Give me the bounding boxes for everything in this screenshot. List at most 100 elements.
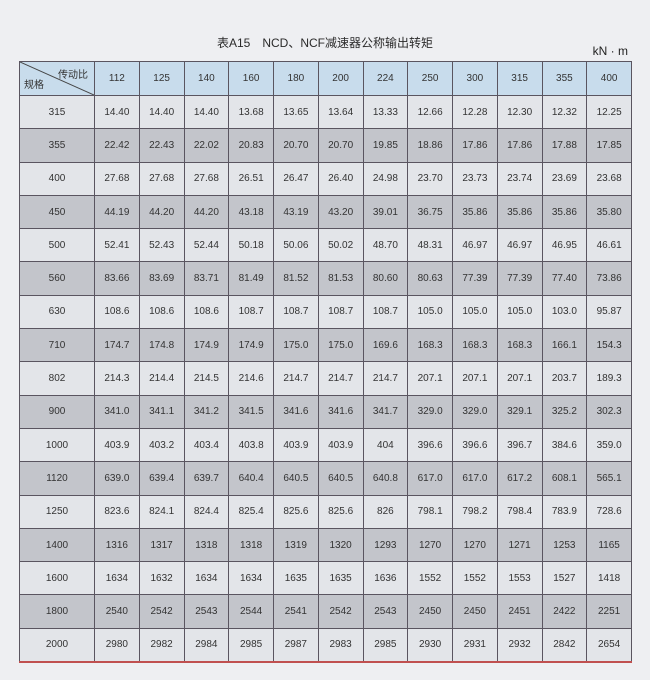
torque-cell: 20.70 — [273, 128, 319, 163]
column-header-ratio: 300 — [452, 61, 498, 96]
torque-cell: 13.68 — [228, 94, 274, 130]
torque-cell: 1271 — [496, 527, 543, 563]
torque-cell: 80.60 — [362, 261, 409, 296]
torque-cell: 27.68 — [183, 161, 230, 196]
table-row: 315 14.40 14.40 14.40 13.68 13.65 13.64 13.33 12… — [19, 94, 632, 130]
torque-cell: 13.64 — [317, 94, 364, 130]
torque-cell: 26.47 — [273, 161, 319, 196]
torque-cell: 20.83 — [228, 128, 274, 163]
unit-label: kN · m — [592, 44, 628, 58]
torque-cell: 22.02 — [183, 128, 230, 163]
table-row: 1120 639.0 639.4 639.7 640.4 640.5 640.5 640.8 6… — [19, 461, 632, 496]
row-header-size: 1250 — [19, 494, 95, 529]
torque-cell: 46.61 — [586, 228, 632, 263]
row-header-size: 710 — [19, 328, 95, 363]
torque-cell: 17.85 — [586, 128, 632, 163]
torque-cell: 35.86 — [452, 194, 498, 230]
torque-cell: 403.8 — [228, 427, 274, 463]
row-header-size: 1120 — [19, 461, 95, 496]
column-header-ratio: 200 — [317, 61, 364, 96]
torque-cell: 14.40 — [94, 94, 140, 130]
torque-cell: 341.5 — [228, 394, 274, 429]
torque-cell: 23.73 — [452, 161, 498, 196]
torque-cell: 26.40 — [317, 161, 364, 196]
torque-cell: 1553 — [496, 561, 543, 596]
torque-cell: 1270 — [452, 527, 498, 563]
torque-cell: 2451 — [496, 594, 543, 629]
row-header-size: 1400 — [19, 527, 95, 563]
torque-cell: 798.1 — [407, 494, 453, 529]
torque-cell: 825.6 — [273, 494, 319, 529]
diagonal-divider — [20, 62, 94, 95]
torque-cell: 617.2 — [496, 461, 543, 496]
torque-cell: 1320 — [317, 527, 364, 563]
torque-cell: 108.7 — [273, 294, 319, 330]
torque-cell: 2983 — [317, 627, 364, 663]
row-header-size: 802 — [19, 361, 95, 396]
torque-cell: 341.1 — [138, 394, 185, 429]
torque-cell: 214.5 — [183, 361, 230, 396]
torque-cell: 174.8 — [138, 328, 185, 363]
torque-cell: 396.6 — [452, 427, 498, 463]
torque-cell: 46.97 — [452, 228, 498, 263]
torque-cell: 12.30 — [496, 94, 543, 130]
torque-cell: 565.1 — [586, 461, 632, 496]
torque-cell: 403.9 — [94, 427, 140, 463]
column-header-ratio: 112 — [94, 61, 140, 96]
torque-cell: 639.7 — [183, 461, 230, 496]
torque-cell: 207.1 — [407, 361, 453, 396]
torque-cell: 35.86 — [496, 194, 543, 230]
column-header-ratio: 140 — [183, 61, 230, 96]
torque-cell: 2931 — [452, 627, 498, 663]
table-row: 802 214.3 214.4 214.5 214.6 214.7 214.7 214.7 20… — [19, 361, 632, 396]
torque-cell: 825.4 — [228, 494, 274, 529]
torque-cell: 108.7 — [362, 294, 409, 330]
torque-cell: 1293 — [362, 527, 409, 563]
row-header-size: 1800 — [19, 594, 95, 629]
torque-cell: 12.32 — [541, 94, 588, 130]
column-header-ratio: 355 — [541, 61, 588, 96]
row-header-size: 1000 — [19, 427, 95, 463]
torque-cell: 50.18 — [228, 228, 274, 263]
torque-cell: 341.0 — [94, 394, 140, 429]
column-header-ratio: 315 — [496, 61, 543, 96]
row-header-size: 630 — [19, 294, 95, 330]
torque-cell: 404 — [362, 427, 409, 463]
torque-cell: 1552 — [452, 561, 498, 596]
torque-cell: 174.7 — [94, 328, 140, 363]
torque-cell: 48.31 — [407, 228, 453, 263]
torque-cell: 640.8 — [362, 461, 409, 496]
torque-cell: 12.28 — [452, 94, 498, 130]
torque-cell: 23.69 — [541, 161, 588, 196]
torque-cell: 640.4 — [228, 461, 274, 496]
torque-cell: 175.0 — [317, 328, 364, 363]
torque-cell: 17.86 — [496, 128, 543, 163]
table-row: 1000 403.9 403.2 403.4 403.8 403.9 403.9 404 396… — [19, 427, 632, 463]
table-row: 400 27.68 27.68 27.68 26.51 26.47 26.40 24.98 23… — [19, 161, 632, 196]
torque-cell: 214.3 — [94, 361, 140, 396]
torque-cell: 203.7 — [541, 361, 588, 396]
torque-cell: 207.1 — [452, 361, 498, 396]
torque-cell: 639.4 — [138, 461, 185, 496]
table-row: 355 22.42 22.43 22.02 20.83 20.70 20.70 19.85 18… — [19, 128, 632, 163]
torque-cell: 826 — [362, 494, 409, 529]
row-header-size: 2000 — [19, 627, 95, 663]
column-header-ratio: 250 — [407, 61, 453, 96]
torque-cell: 2982 — [138, 627, 185, 663]
torque-cell: 617.0 — [452, 461, 498, 496]
torque-cell: 35.80 — [586, 194, 632, 230]
torque-cell: 83.69 — [138, 261, 185, 296]
torque-cell: 1552 — [407, 561, 453, 596]
torque-cell: 1634 — [183, 561, 230, 596]
torque-cell: 168.3 — [452, 328, 498, 363]
torque-cell: 43.19 — [273, 194, 319, 230]
torque-cell: 341.7 — [362, 394, 409, 429]
table-row: 500 52.41 52.43 52.44 50.18 50.06 50.02 48.70 48… — [19, 228, 632, 263]
table-row: 710 174.7 174.8 174.9 174.9 175.0 175.0 169.6 16… — [19, 328, 632, 363]
table-row: 560 83.66 83.69 83.71 81.49 81.52 81.53 80.60 80… — [19, 261, 632, 296]
torque-cell: 2450 — [407, 594, 453, 629]
torque-cell: 1270 — [407, 527, 453, 563]
column-header-ratio: 160 — [228, 61, 274, 96]
torque-cell: 825.6 — [317, 494, 364, 529]
torque-cell: 27.68 — [138, 161, 185, 196]
